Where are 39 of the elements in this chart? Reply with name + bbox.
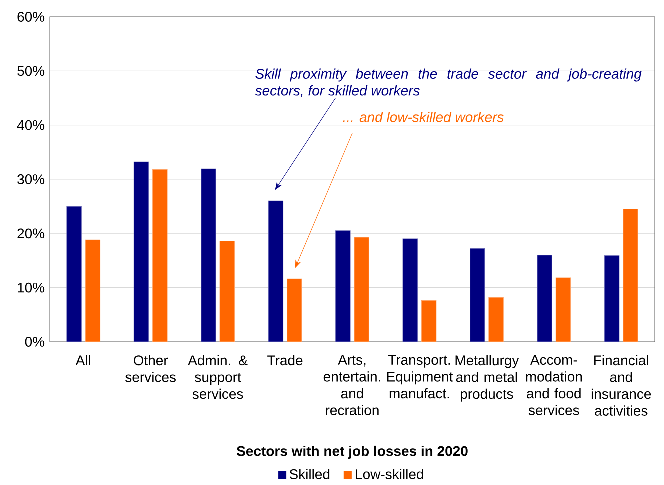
bar [537, 255, 552, 342]
bar [470, 248, 486, 342]
y-tick-label: 40% [17, 120, 45, 130]
bar [336, 230, 351, 342]
bar [201, 168, 216, 342]
y-tick-label: 0% [25, 337, 45, 347]
legend-label: Skilled [290, 469, 330, 480]
bar [354, 237, 370, 342]
bar [604, 256, 620, 342]
bar [623, 209, 638, 342]
x-tick-label: Other services [126, 355, 176, 382]
bar [421, 300, 437, 342]
annotation: Skill proximity between the trade sector and job-creating sectors, for skilled workers [255, 68, 642, 98]
legend-label: Low-skilled [356, 469, 424, 480]
bar [85, 240, 101, 342]
x-tick-label: All [76, 355, 90, 366]
y-tick-label: 60% [18, 12, 45, 22]
bar [152, 169, 168, 342]
x-tick-label: Admin. & support services [188, 355, 248, 400]
bar [134, 162, 150, 342]
x-tick-label: Financial and insurance activities [592, 355, 652, 416]
y-tick-label: 20% [18, 228, 45, 239]
y-tick-label: 50% [18, 66, 45, 76]
bar [220, 240, 235, 342]
x-tick-label: Trade [268, 355, 303, 366]
bar [488, 297, 504, 342]
x-tick-label: Arts, entertain. and recration [324, 355, 380, 416]
x-tick-label: Accom-modation and food services [526, 355, 582, 416]
annotation: ... and low-skilled workers [343, 112, 504, 122]
x-tick-label: Metallurgy and metal products [456, 355, 520, 402]
bar [66, 206, 82, 342]
bar [287, 278, 302, 342]
bar [402, 238, 418, 342]
x-tick-label: Transport. Equipment manufact. [387, 355, 454, 399]
x-axis-title: Sectors with net job losses in 2020 [236, 446, 468, 460]
y-tick-label: 10% [18, 282, 45, 293]
y-tick-label: 30% [18, 174, 45, 184]
bar [268, 200, 284, 342]
bar [556, 278, 572, 342]
